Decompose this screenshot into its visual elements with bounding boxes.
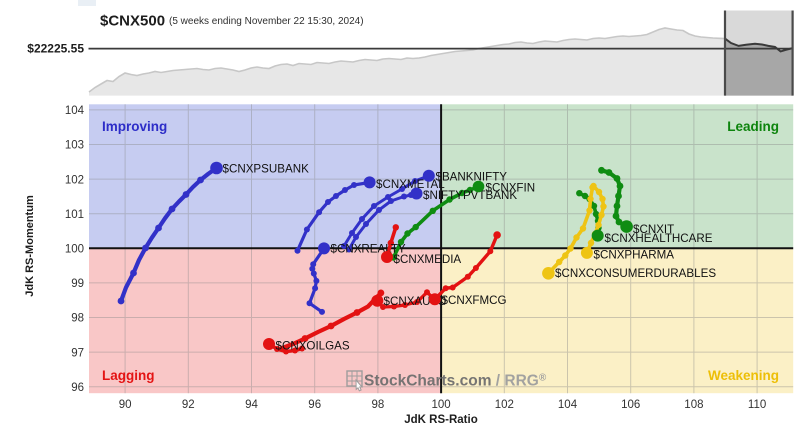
svg-text:Lagging: Lagging xyxy=(102,368,155,383)
svg-text:104: 104 xyxy=(65,105,85,117)
svg-text:JdK RS-Momentum: JdK RS-Momentum xyxy=(24,195,36,297)
svg-text:90: 90 xyxy=(119,399,132,411)
svg-text:97: 97 xyxy=(71,347,84,359)
svg-text:104: 104 xyxy=(558,399,578,411)
svg-text:(5 weeks ending November 22 15: (5 weeks ending November 22 15:30, 2024) xyxy=(169,16,364,27)
svg-text:$BANKNIFTY: $BANKNIFTY xyxy=(436,170,508,183)
svg-text:$CNXHEALTHCARE: $CNXHEALTHCARE xyxy=(605,232,713,245)
svg-text:$CNXPSUBANK: $CNXPSUBANK xyxy=(223,162,310,175)
svg-text:106: 106 xyxy=(621,399,640,411)
svg-text:JdK RS-Ratio: JdK RS-Ratio xyxy=(404,414,477,426)
svg-text:$CNXMEDIA: $CNXMEDIA xyxy=(394,253,462,266)
svg-text:$CNXOILGAS: $CNXOILGAS xyxy=(276,339,350,352)
svg-text:101: 101 xyxy=(65,209,84,221)
svg-text:98: 98 xyxy=(372,399,385,411)
svg-text:92: 92 xyxy=(182,399,195,411)
svg-text:96: 96 xyxy=(308,399,321,411)
svg-text:$CNXFIN: $CNXFIN xyxy=(486,181,536,194)
svg-text:110: 110 xyxy=(748,399,766,411)
svg-text:$CNXCONSUMERDURABLES: $CNXCONSUMERDURABLES xyxy=(555,267,716,280)
svg-text:99: 99 xyxy=(71,278,84,290)
svg-text:Weakening: Weakening xyxy=(708,368,779,383)
svg-text:$CNX500: $CNX500 xyxy=(100,13,165,30)
svg-text:102: 102 xyxy=(495,399,514,411)
svg-text:103: 103 xyxy=(65,140,84,152)
svg-text:$CNXFMCG: $CNXFMCG xyxy=(442,294,507,307)
svg-text:StockCharts.com / RRG®: StockCharts.com / RRG® xyxy=(364,373,547,390)
svg-text:$22225.55: $22225.55 xyxy=(27,42,84,56)
svg-text:108: 108 xyxy=(684,399,703,411)
svg-text:100: 100 xyxy=(65,244,84,256)
svg-text:Improving: Improving xyxy=(102,119,167,134)
svg-text:Leading: Leading xyxy=(727,119,779,134)
svg-text:98: 98 xyxy=(71,313,84,325)
svg-text:$NIFTYPVTBANK: $NIFTYPVTBANK xyxy=(423,189,517,202)
svg-text:$CNXPHARMA: $CNXPHARMA xyxy=(594,248,675,261)
svg-text:102: 102 xyxy=(65,174,84,186)
svg-text:96: 96 xyxy=(71,382,84,394)
svg-text:$CNXIT: $CNXIT xyxy=(633,223,674,236)
svg-text:100: 100 xyxy=(432,399,451,411)
svg-text:94: 94 xyxy=(245,399,258,411)
